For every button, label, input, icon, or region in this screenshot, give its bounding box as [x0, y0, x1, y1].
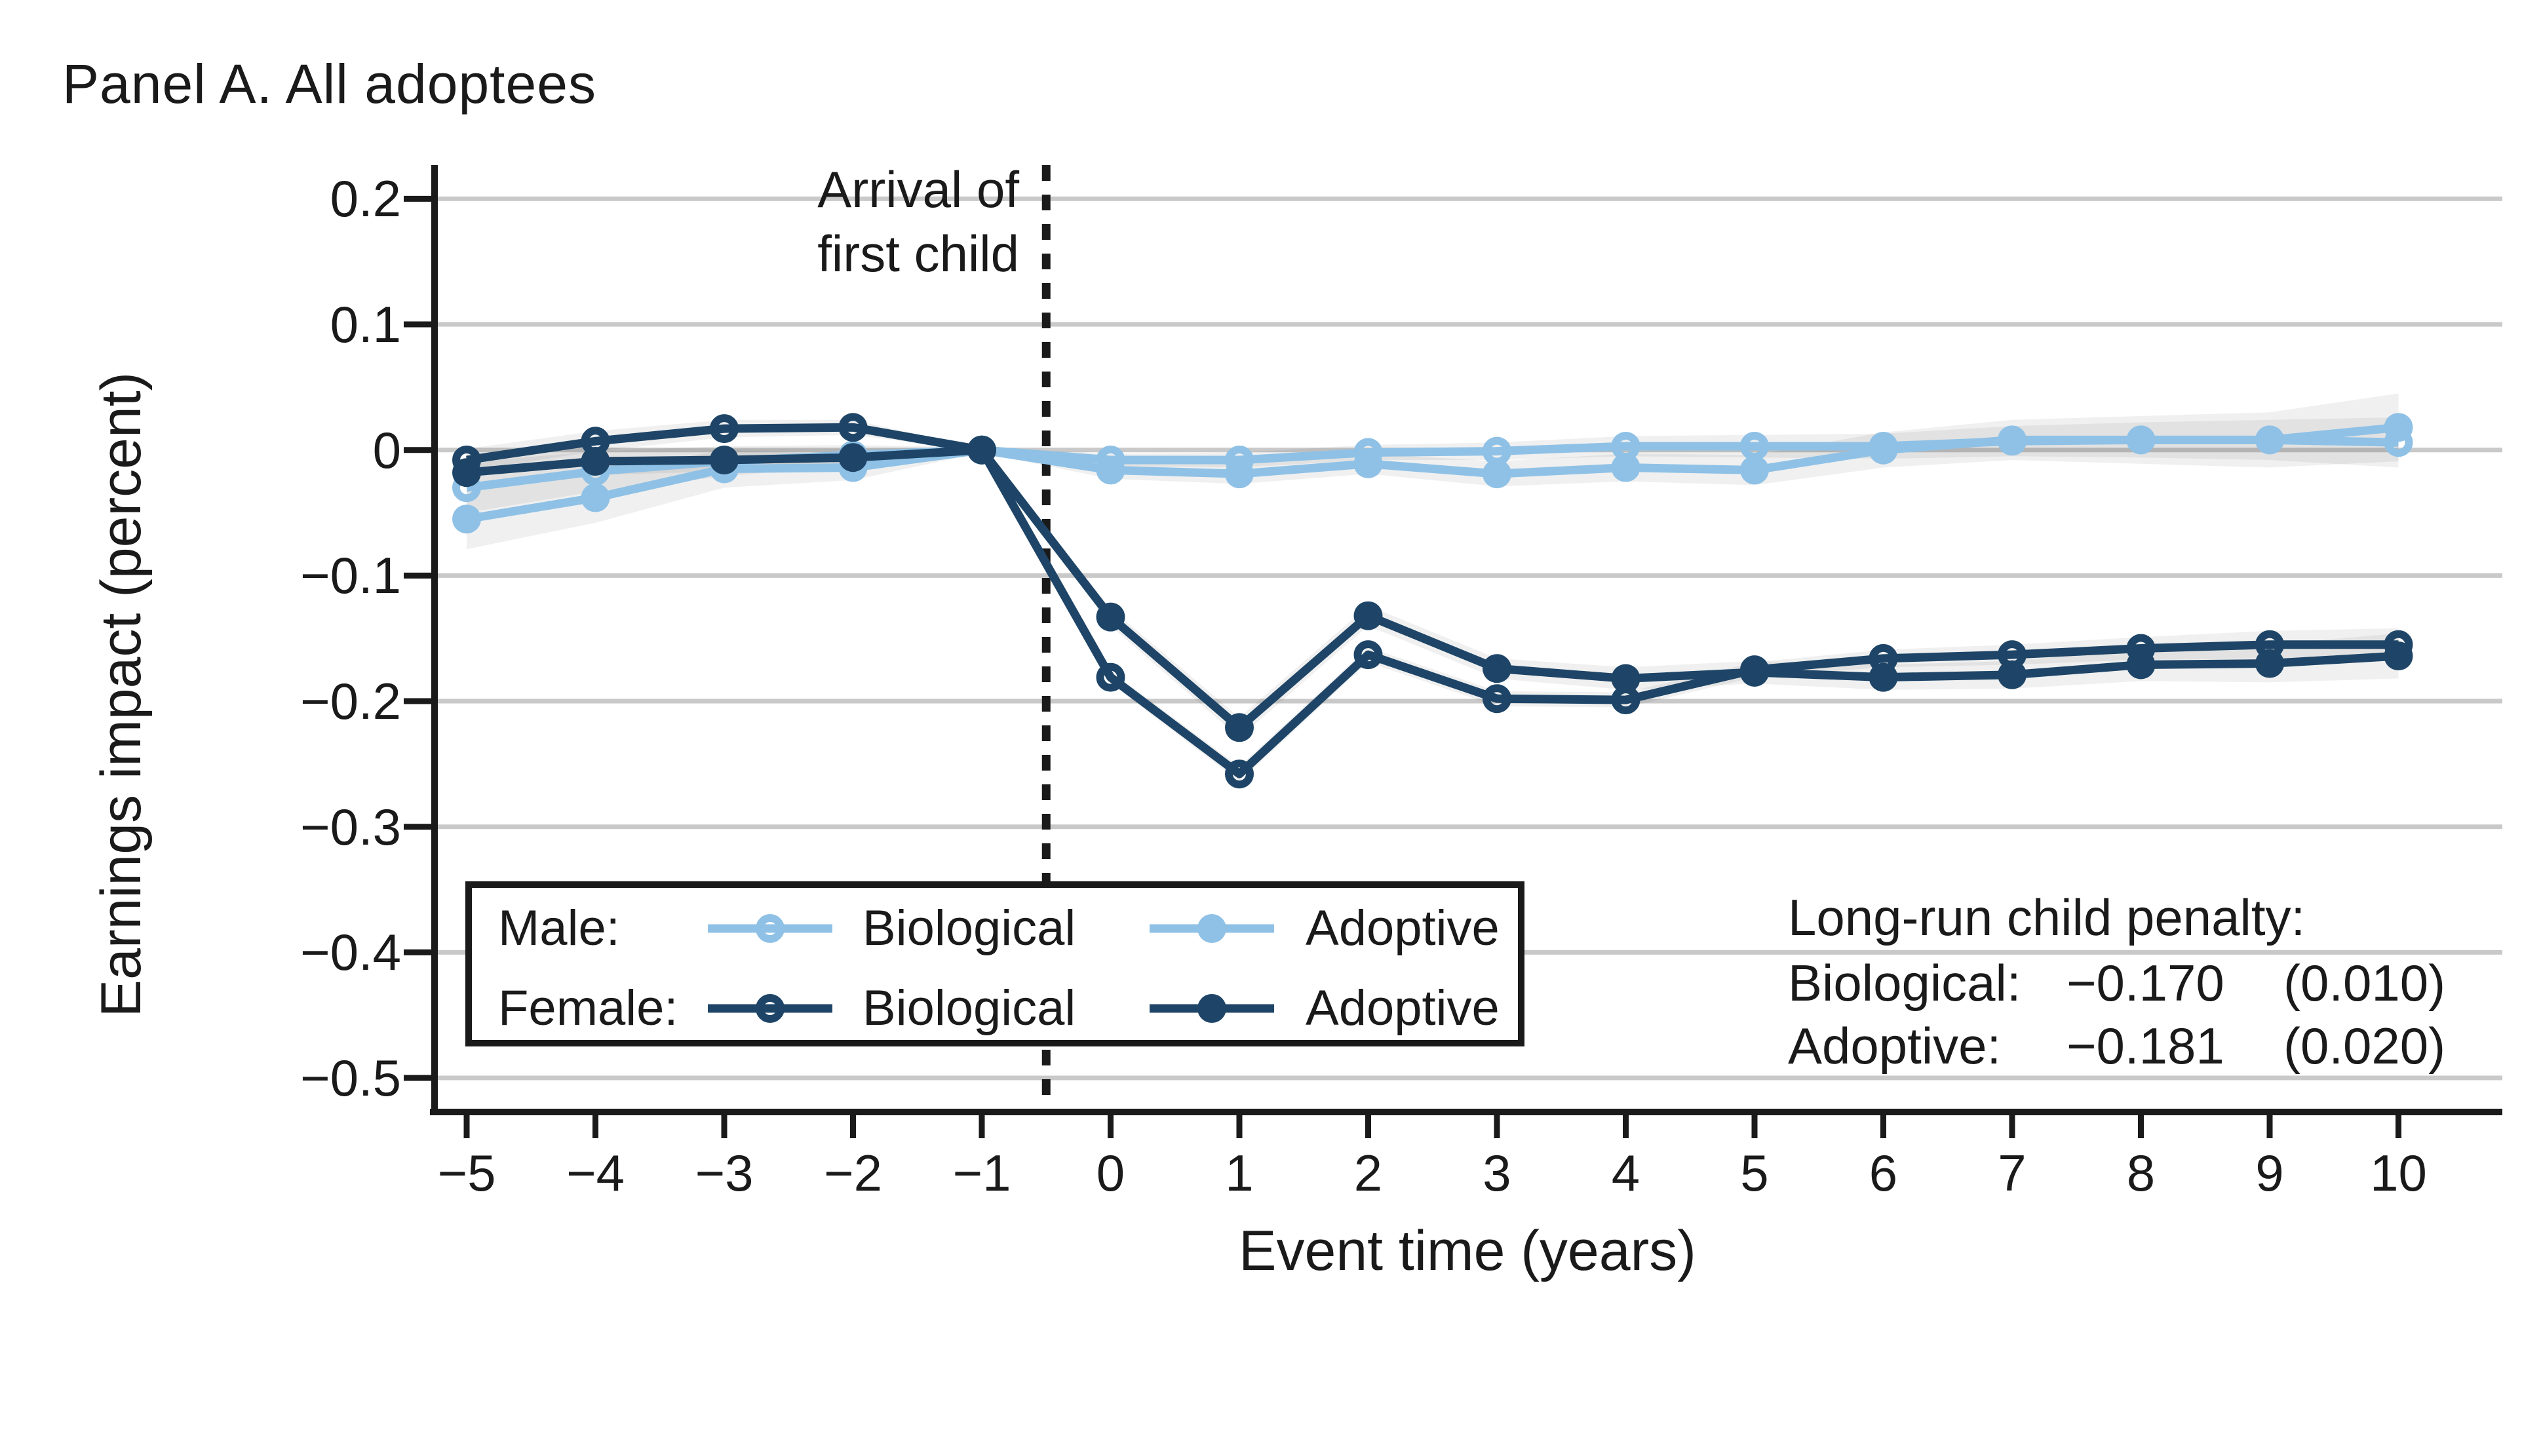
- marker-male-biological: [1483, 436, 1511, 466]
- x-tick-label: 3: [1483, 1144, 1511, 1202]
- marker-male-adoptive: [452, 505, 481, 534]
- event-line-annotation-line2: first child: [817, 225, 1019, 282]
- legend-swatch-female-adoptive: [1150, 994, 1274, 1023]
- marker-female-adoptive: [838, 443, 868, 472]
- penalty-biological-value: −0.170: [2066, 954, 2224, 1012]
- penalty-adoptive-se: (0.020): [2283, 1017, 2446, 1075]
- marker-male-biological: [1096, 446, 1125, 475]
- legend: Male: Biological Adoptive Female: Biolog…: [465, 881, 1524, 1046]
- marker-female-biological: [1483, 684, 1511, 714]
- marker-female-biological: [1740, 655, 1769, 685]
- marker-male-biological: [1611, 431, 1640, 461]
- penalty-biological-label: Biological:: [1788, 954, 2021, 1012]
- marker-female-biological: [1611, 685, 1640, 715]
- x-tick-label: 0: [1096, 1144, 1125, 1202]
- legend-row-male: Male: Biological Adoptive: [472, 897, 1518, 960]
- long-run-penalty-biological: Biological: −0.170 (0.010): [1788, 951, 2445, 1014]
- marker-female-biological: [581, 427, 610, 456]
- legend-group-female-label: Female:: [498, 980, 678, 1036]
- x-tick-label: −3: [695, 1144, 754, 1202]
- y-tick-label: −0.1: [300, 546, 401, 605]
- penalty-adoptive-value: −0.181: [2066, 1017, 2224, 1075]
- marker-male-biological: [2384, 428, 2413, 457]
- marker-female-biological: [2255, 630, 2284, 659]
- y-tick-label: 0.2: [330, 170, 401, 228]
- marker-male-adoptive: [1483, 459, 1511, 489]
- legend-label-male-biological: Biological: [863, 900, 1076, 956]
- marker-female-biological: [1998, 640, 2027, 670]
- marker-female-biological: [1353, 640, 1383, 670]
- y-tick-label: −0.5: [300, 1049, 401, 1107]
- x-tick-label: −1: [952, 1144, 1011, 1202]
- x-tick-label: −5: [437, 1144, 496, 1202]
- x-tick-label: 8: [2126, 1144, 2156, 1202]
- x-tick-label: 10: [2370, 1144, 2427, 1202]
- ci-band: [467, 447, 2399, 738]
- legend-row-female: Female: Biological Adoptive: [472, 977, 1518, 1040]
- panel-title: Panel A. All adoptees: [62, 53, 596, 115]
- legend-group-male-label: Male:: [498, 900, 620, 956]
- penalty-biological-se: (0.010): [2283, 954, 2446, 1012]
- marker-female-biological: [2384, 630, 2413, 659]
- marker-female-biological: [710, 414, 739, 444]
- x-tick-label: 9: [2255, 1144, 2284, 1202]
- marker-female-adoptive: [1998, 660, 2027, 689]
- marker-male-adoptive: [1611, 453, 1640, 482]
- legend-swatch-male-biological: [708, 914, 832, 943]
- marker-female-adoptive: [1353, 601, 1383, 630]
- event-line-annotation-line1: Arrival of: [817, 161, 1019, 218]
- marker-female-biological: [1869, 643, 1898, 673]
- legend-label-female-biological: Biological: [863, 980, 1076, 1036]
- x-tick-label: 1: [1225, 1144, 1254, 1202]
- y-tick-label: 0.1: [330, 296, 401, 354]
- x-tick-label: 2: [1353, 1144, 1383, 1202]
- marker-female-adoptive: [1483, 654, 1511, 683]
- marker-female-adoptive: [1096, 602, 1125, 632]
- x-tick-label: 5: [1740, 1144, 1769, 1202]
- marker-male-adoptive: [1740, 455, 1769, 485]
- marker-male-biological: [1225, 446, 1254, 475]
- penalty-adoptive-label: Adoptive:: [1788, 1017, 2002, 1075]
- y-tick-label: −0.4: [300, 923, 401, 982]
- marker-male-biological: [1998, 427, 2027, 456]
- series-line-female-adoptive: [466, 446, 2399, 732]
- marker-female-biological: [1225, 759, 1254, 789]
- marker-female-biological: [1096, 662, 1125, 692]
- x-axis-title: Event time (years): [1239, 1219, 1696, 1282]
- marker-female-adoptive: [1225, 713, 1254, 742]
- marker-female-adoptive: [1611, 664, 1640, 693]
- y-tick-label: −0.2: [300, 672, 401, 731]
- long-run-penalty-adoptive: Adoptive: −0.181 (0.020): [1788, 1014, 2445, 1077]
- series-line-female-biological: [466, 423, 2399, 778]
- y-axis-title: Earnings impact (percent): [90, 372, 153, 1018]
- marker-female-biological: [2126, 634, 2156, 663]
- event-line-annotation: Arrival of first child: [560, 157, 1019, 286]
- marker-female-adoptive: [581, 446, 610, 476]
- marker-female-biological: [838, 413, 868, 442]
- y-tick-label: 0: [372, 421, 401, 479]
- legend-label-female-adoptive: Adoptive: [1306, 980, 1500, 1036]
- legend-swatch-female-biological: [708, 994, 832, 1023]
- marker-female-biological: [452, 446, 481, 475]
- marker-male-biological: [2126, 425, 2156, 455]
- x-tick-label: −4: [566, 1144, 625, 1202]
- marker-female-adoptive: [710, 446, 739, 475]
- marker-male-biological: [1869, 431, 1898, 461]
- marker-male-biological: [2255, 425, 2284, 455]
- marker-male-biological: [1353, 438, 1383, 467]
- x-tick-label: 7: [1998, 1144, 2027, 1202]
- y-tick-label: −0.3: [300, 797, 401, 856]
- marker-female-biological: [967, 435, 996, 465]
- long-run-penalty-title: Long-run child penalty:: [1788, 889, 2306, 946]
- x-tick-label: −2: [824, 1144, 882, 1202]
- legend-swatch-male-adoptive: [1150, 914, 1274, 943]
- x-tick-label: 6: [1869, 1144, 1898, 1202]
- marker-male-adoptive: [581, 483, 610, 512]
- x-tick-label: 4: [1611, 1144, 1640, 1202]
- legend-label-male-adoptive: Adoptive: [1306, 900, 1500, 956]
- marker-male-biological: [1740, 431, 1769, 461]
